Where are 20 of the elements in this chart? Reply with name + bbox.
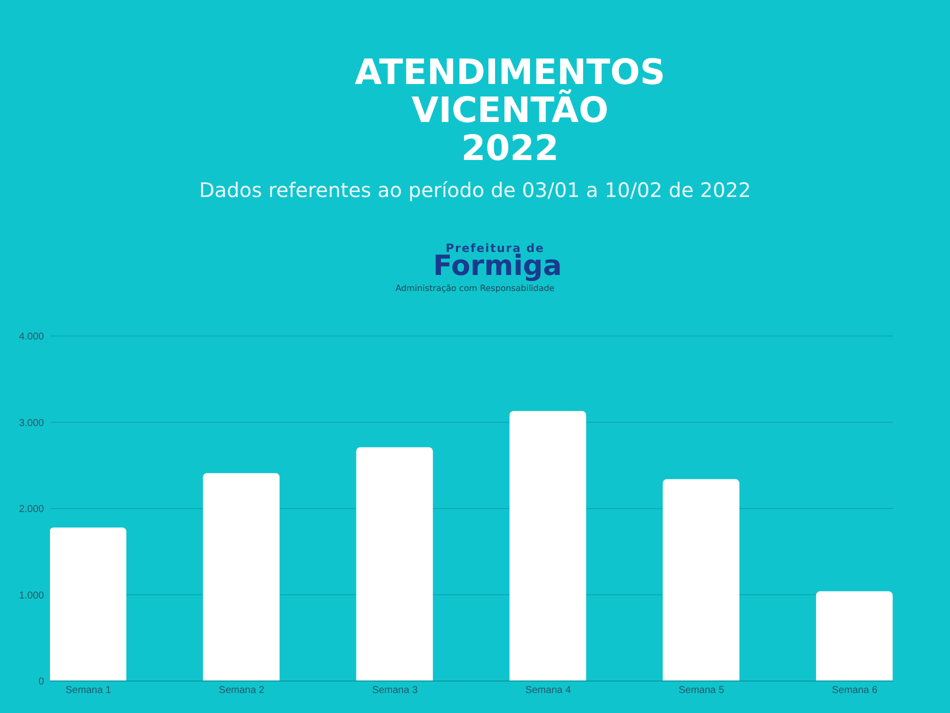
y-tick-label: 4.000 <box>18 332 44 343</box>
chart-title: ATENDIMENTOS VICENTÃO 2022 <box>354 53 666 169</box>
x-tick-label: Semana 3 <box>372 685 418 696</box>
bar <box>202 473 280 681</box>
y-tick-label: 3.000 <box>18 418 44 429</box>
x-tick-label: Semana 2 <box>218 685 265 696</box>
bar <box>510 411 586 681</box>
chart-subtitle: Dados referentes ao período de 03/01 a 10/02 de 2022 <box>198 177 752 204</box>
x-tick-label: Semana 6 <box>832 685 878 696</box>
x-tick-label: Semana 1 <box>66 685 112 696</box>
y-tick-label: 0 <box>38 676 44 688</box>
bar <box>356 447 433 681</box>
bar <box>662 479 740 681</box>
y-tick-label: 1.000 <box>18 590 44 602</box>
x-tick-label: Semana 4 <box>525 685 572 696</box>
bar <box>816 591 893 681</box>
bar <box>50 527 126 681</box>
y-tick-label: 2.000 <box>18 504 44 516</box>
text: Administração com Responsabilidade <box>394 284 556 294</box>
x-tick-label: Semana 5 <box>678 685 725 696</box>
